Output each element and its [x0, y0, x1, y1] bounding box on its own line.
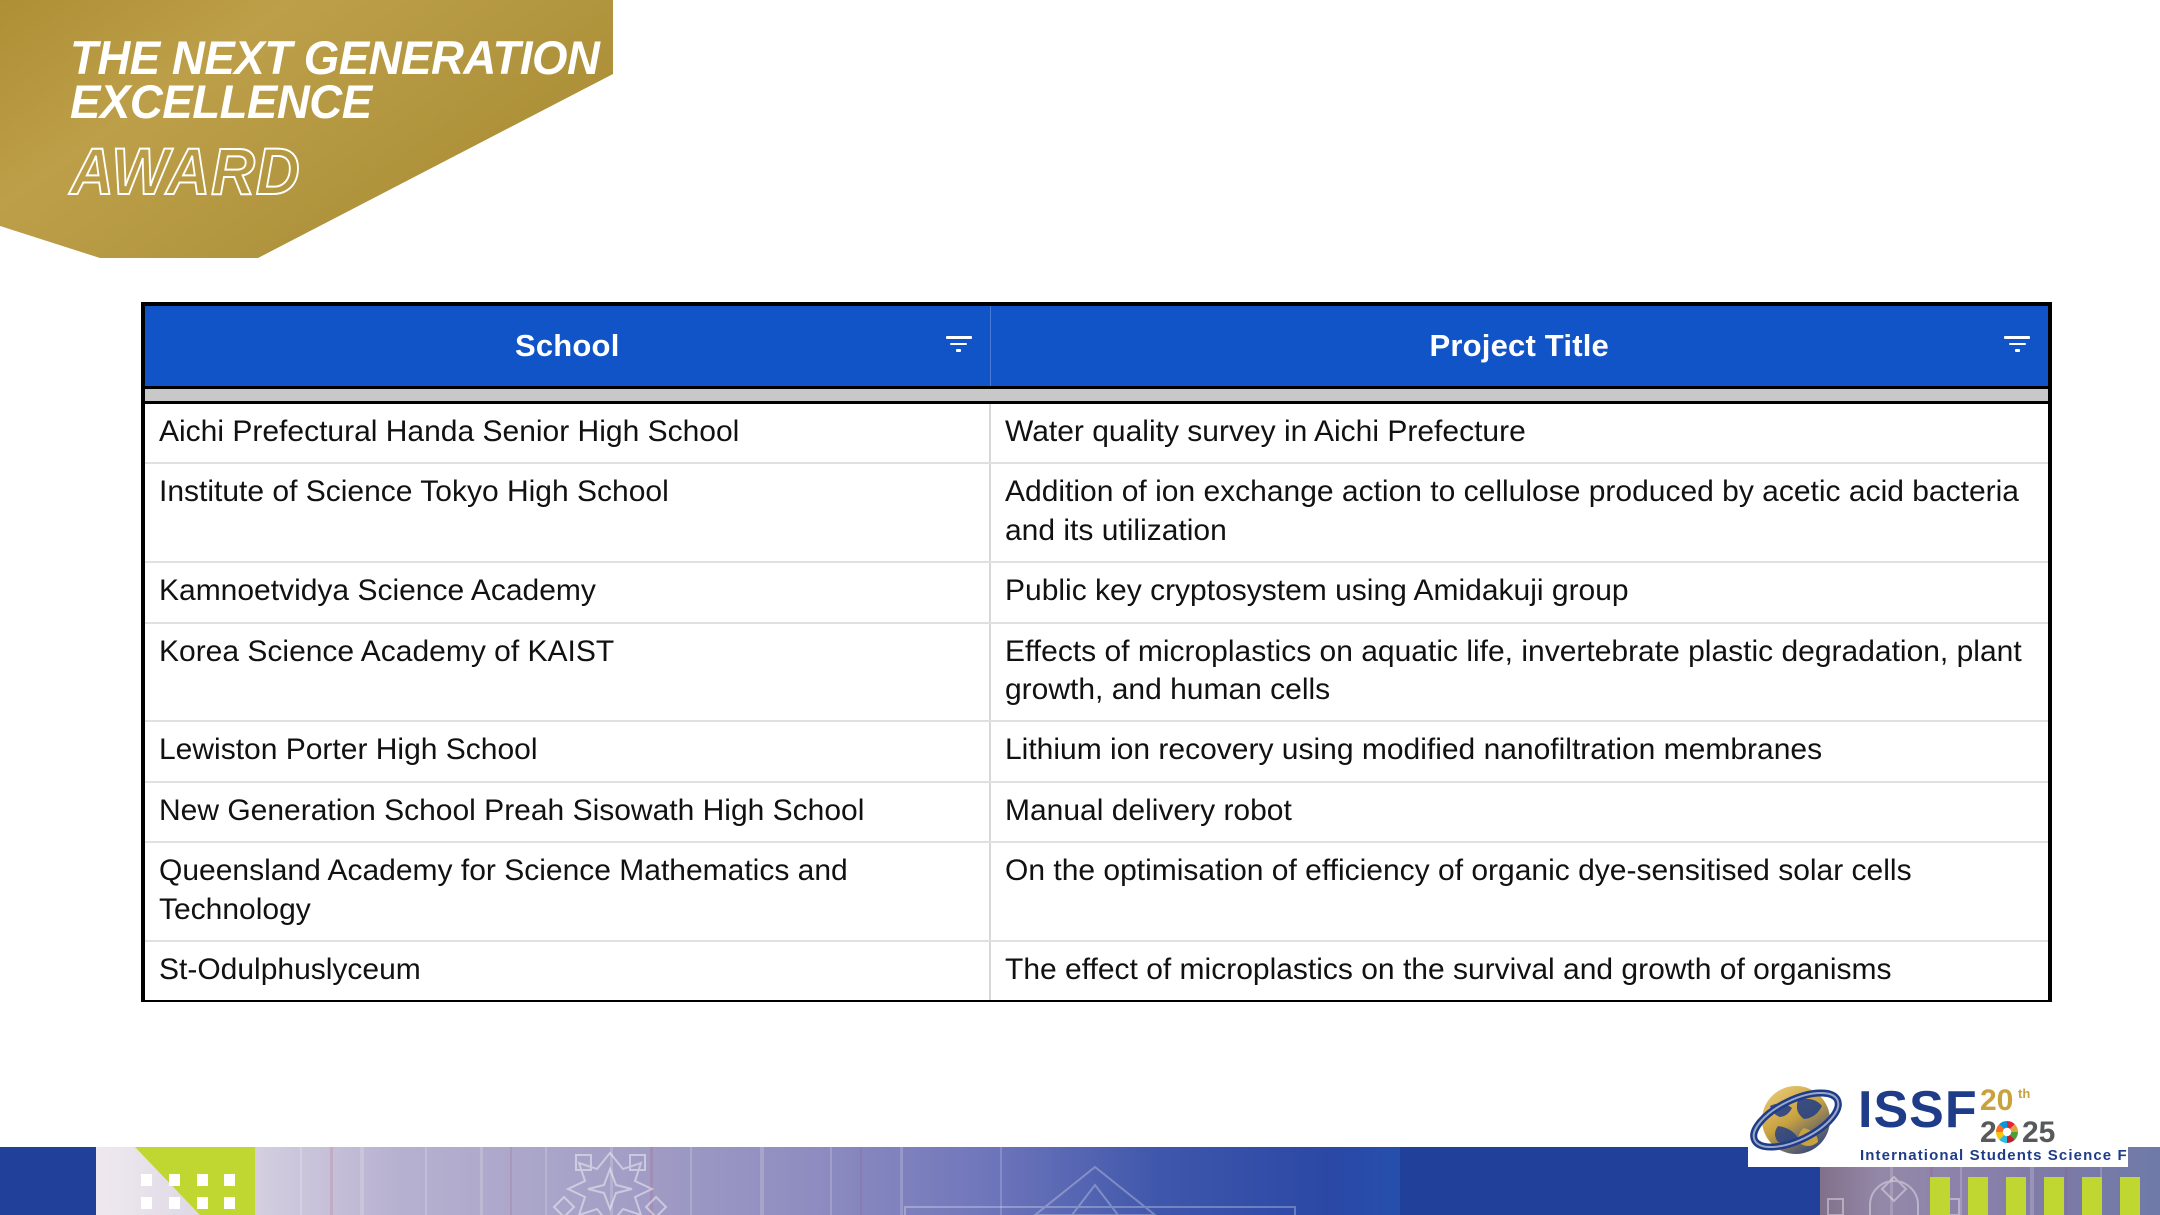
filter-icon-project-title[interactable] — [2004, 336, 2030, 356]
table-header-spacer — [145, 387, 2048, 404]
footer-arch-motif — [1827, 1175, 1960, 1215]
issf-tagline: International Students Science Fair — [1860, 1147, 2128, 1164]
cell-school: Institute of Science Tokyo High School — [145, 463, 991, 564]
award-title-line-2: EXCELLENCE — [70, 75, 372, 129]
column-header-school-label: School — [514, 328, 620, 363]
issf-year-suffix: 25 — [2022, 1116, 2055, 1149]
cell-project-title: Lithium ion recovery using modified nano… — [990, 721, 2048, 783]
table-row[interactable]: Korea Science Academy of KAIST Effects o… — [145, 622, 2048, 723]
award-banner: THE NEXT GENERATION EXCELLENCE AWARD — [0, 0, 850, 260]
footer-star-motif — [552, 1151, 668, 1215]
table-row[interactable]: New Generation School Preah Sisowath Hig… — [145, 781, 2048, 844]
table-header-row: School Project Title — [145, 306, 2048, 389]
table-row[interactable]: Lewiston Porter High School Lithium ion … — [145, 721, 2048, 783]
cell-project-title: On the optimisation of efficiency of org… — [990, 842, 2048, 942]
header-divider-row — [145, 387, 2048, 404]
cell-project-title: Manual delivery robot — [990, 781, 2048, 844]
filter-icon-school[interactable] — [945, 336, 972, 356]
footer-lime-bars — [1930, 1177, 2140, 1215]
table-header: School Project Title — [145, 306, 2048, 389]
table-row[interactable]: Queensland Academy for Science Mathemati… — [145, 842, 2048, 942]
cell-project-title: The effect of microplastics on the survi… — [990, 940, 2048, 1001]
globe-icon — [1750, 1086, 1842, 1154]
cell-school: Queensland Academy for Science Mathemati… — [145, 842, 991, 942]
award-title-group: THE NEXT GENERATION EXCELLENCE AWARD — [69, 31, 616, 209]
table-row[interactable]: Kamnoetvidya Science Academy Public key … — [145, 562, 2048, 624]
issf-ordinal-suffix: th — [2018, 1086, 2030, 1101]
cell-project-title: Addition of ion exchange action to cellu… — [990, 463, 2048, 564]
table-row[interactable]: Institute of Science Tokyo High School A… — [145, 463, 2048, 564]
table-row[interactable]: St-Odulphuslyceum The effect of micropla… — [145, 940, 2048, 1001]
table-body: Aichi Prefectural Handa Senior High Scho… — [145, 402, 2048, 1001]
column-header-project-title-label: Project Title — [1429, 328, 1609, 363]
cell-school: Aichi Prefectural Handa Senior High Scho… — [145, 402, 991, 465]
table-row[interactable]: Aichi Prefectural Handa Senior High Scho… — [145, 402, 2048, 465]
cell-school: Korea Science Academy of KAIST — [145, 622, 991, 723]
awards-table-frame: School Project Title — [141, 302, 2052, 1002]
cell-school: New Generation School Preah Sisowath Hig… — [145, 781, 991, 844]
award-title-line-3: AWARD — [69, 134, 301, 209]
cell-school: St-Odulphuslyceum — [145, 940, 991, 1001]
footer-triangle-motif — [904, 1165, 1296, 1215]
issf-logo: ISSF 20 th 2 25 International Students S… — [1748, 1072, 2128, 1167]
cell-school: Kamnoetvidya Science Academy — [145, 562, 991, 624]
cell-project-title: Water quality survey in Aichi Prefecture — [990, 402, 2048, 465]
issf-acronym: ISSF — [1858, 1081, 1978, 1139]
column-header-project-title[interactable]: Project Title — [990, 306, 2048, 389]
cell-school: Lewiston Porter High School — [145, 721, 991, 783]
cell-project-title: Public key cryptosystem using Amidakuji … — [990, 562, 2048, 624]
sdg-wheel-icon — [1995, 1120, 2019, 1144]
header-divider-cell-right — [990, 387, 2048, 404]
award-banner-shape — [0, 0, 613, 258]
award-title-line-1: THE NEXT GENERATION — [70, 31, 600, 84]
issf-year-prefix: 2 — [1980, 1116, 1997, 1149]
issf-ordinal-number: 20 — [1980, 1084, 2013, 1117]
awards-table: School Project Title — [145, 306, 2048, 1001]
footer-navy-block-left — [0, 1147, 96, 1215]
column-header-school[interactable]: School — [145, 306, 991, 389]
header-divider-cell-left — [145, 387, 990, 404]
cell-project-title: Effects of microplastics on aquatic life… — [990, 622, 2048, 723]
